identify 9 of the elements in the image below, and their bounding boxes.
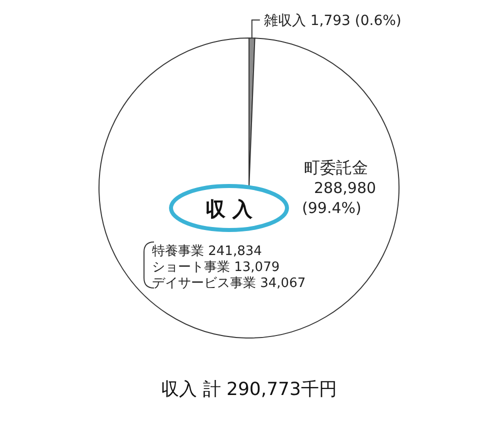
text: 収入 計 290,773千円 bbox=[161, 379, 337, 400]
text: 収 入 bbox=[206, 197, 254, 221]
data-label: 288,980 (99.4%) bbox=[302, 179, 376, 217]
text: ショート事業 13,079 bbox=[152, 260, 280, 275]
pie-slice bbox=[98, 38, 400, 338]
text: 特養事業 241,834 bbox=[152, 244, 262, 259]
slice-label: 町委託金 bbox=[304, 158, 368, 177]
slice-label: 雑収入 1,793 (0.6%) bbox=[264, 13, 402, 30]
text: デイサービス事業 34,067 bbox=[152, 276, 306, 291]
